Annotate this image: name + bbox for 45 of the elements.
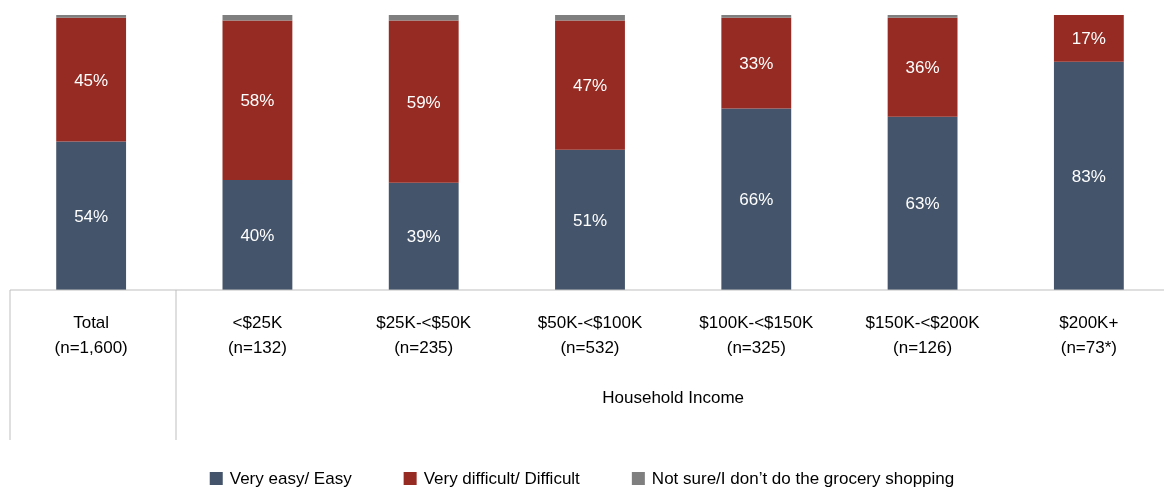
data-label: 36% xyxy=(905,58,940,78)
x-tick-label: $200K+ (n=73*) xyxy=(1059,313,1119,357)
x-tick-label: <$25K (n=132) xyxy=(227,313,287,357)
x-tick-label: $150K-<$200K (n=126) xyxy=(865,313,981,357)
bar xyxy=(1053,61,1124,290)
legend-label: Very difficult/ Difficult xyxy=(423,469,581,488)
x-tick-label: $100K-<$150K (n=325) xyxy=(699,313,814,357)
bar xyxy=(555,149,625,290)
bar xyxy=(555,15,625,21)
data-label: 63% xyxy=(905,194,940,214)
legend-label: Very easy/ Easy xyxy=(229,469,353,488)
x-axis-title: Household Income xyxy=(602,388,745,407)
data-label: 83% xyxy=(1071,166,1106,186)
bar xyxy=(56,141,127,290)
data-label: 45% xyxy=(74,70,109,90)
bar xyxy=(887,15,958,18)
data-label: 54% xyxy=(74,206,109,226)
bar xyxy=(222,20,293,180)
bar xyxy=(887,116,958,290)
data-label: 33% xyxy=(739,54,774,74)
x-tick-label: $50K-<$100K (n=532) xyxy=(537,313,643,357)
bar xyxy=(721,15,792,18)
bar xyxy=(721,17,792,109)
bar xyxy=(222,180,293,290)
x-tick-label: $25K-<$50K (n=235) xyxy=(376,313,472,357)
bar xyxy=(1053,15,1124,62)
data-label: 51% xyxy=(572,210,608,230)
bar xyxy=(222,15,293,21)
legend-label: Not sure/I don’t do the grocery shopping xyxy=(651,469,955,488)
data-label: 59% xyxy=(406,92,441,112)
bar xyxy=(887,17,958,117)
bar xyxy=(721,108,792,290)
data-label: 47% xyxy=(572,76,608,96)
data-label: 40% xyxy=(240,226,275,245)
bar xyxy=(555,20,625,150)
data-label: 17% xyxy=(1071,29,1106,49)
x-tick-label: Total (n=1,600) xyxy=(54,313,128,357)
bar xyxy=(388,182,459,290)
bar xyxy=(56,17,127,142)
bar xyxy=(388,15,459,21)
bar xyxy=(56,15,127,18)
data-label: 58% xyxy=(240,91,275,111)
data-label: 66% xyxy=(739,190,774,210)
bar xyxy=(388,20,459,183)
data-label: 39% xyxy=(406,227,441,247)
